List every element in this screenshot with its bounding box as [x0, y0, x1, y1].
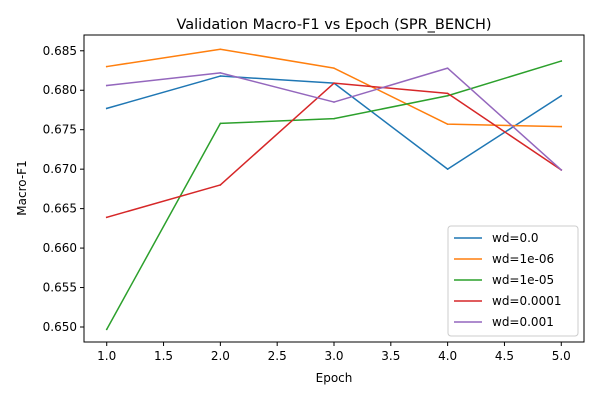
data-point — [219, 75, 222, 77]
data-point — [105, 328, 108, 331]
legend-label: wd=0.0001 — [492, 294, 561, 308]
plot-area — [105, 48, 563, 331]
legend-box — [447, 225, 579, 337]
x-tick-label: 1.0 — [97, 349, 116, 363]
data-point — [219, 184, 222, 186]
y-tick-label: 0.655 — [43, 281, 77, 295]
data-point — [333, 67, 335, 69]
data-point — [560, 60, 563, 62]
data-point — [560, 94, 563, 97]
y-tick-label: 0.680 — [43, 83, 77, 97]
data-point — [446, 94, 449, 97]
y-tick-label: 0.660 — [43, 241, 77, 255]
x-tick-label: 5.0 — [552, 349, 571, 363]
data-point — [333, 101, 335, 103]
y-tick-label: 0.685 — [43, 44, 77, 58]
x-tick-label: 3.5 — [381, 349, 400, 363]
y-tick-label: 0.670 — [43, 162, 77, 176]
data-point — [560, 169, 563, 171]
x-tick-label: 2.5 — [268, 349, 287, 363]
data-point — [333, 117, 335, 120]
x-tick-label: 4.5 — [495, 349, 514, 363]
legend-label: wd=0.001 — [492, 315, 554, 329]
data-point — [219, 72, 222, 74]
data-point — [333, 82, 335, 84]
data-point — [105, 216, 108, 219]
data-point — [446, 92, 449, 95]
y-axis-label: Macro-F1 — [15, 160, 29, 215]
data-point — [446, 168, 449, 170]
x-tick-label: 1.5 — [154, 349, 173, 363]
x-tick-label: 2.0 — [211, 349, 230, 363]
y-tick-label: 0.665 — [43, 202, 77, 216]
data-point — [446, 123, 449, 125]
axis-ticks: 1.0 1.5 2.0 2.5 3.0 3.5 4.0 4.5 5.0 0.650 0.655 0.6… — [43, 44, 571, 363]
legend-label: wd=0.0 — [492, 231, 539, 245]
chart-title: Validation Macro-F1 vs Epoch (SPR_BENCH) — [176, 17, 491, 33]
data-point — [219, 122, 222, 125]
y-tick-label: 0.650 — [43, 320, 77, 334]
legend: wd=0.0 wd=1e-06 wd=1e-05 wd=0.0001 wd=0.001 — [447, 225, 579, 337]
data-point — [560, 125, 563, 128]
data-point — [105, 107, 108, 110]
data-point — [446, 67, 449, 69]
data-point — [219, 48, 222, 51]
data-point — [105, 84, 108, 87]
legend-label: wd=1e-06 — [492, 252, 554, 266]
y-tick-label: 0.675 — [43, 123, 77, 137]
x-tick-label: 4.0 — [438, 349, 457, 363]
legend-label: wd=1e-05 — [492, 273, 554, 287]
x-tick-label: 3.0 — [324, 349, 343, 363]
x-axis-label: Epoch — [316, 371, 353, 385]
data-point — [105, 65, 108, 68]
